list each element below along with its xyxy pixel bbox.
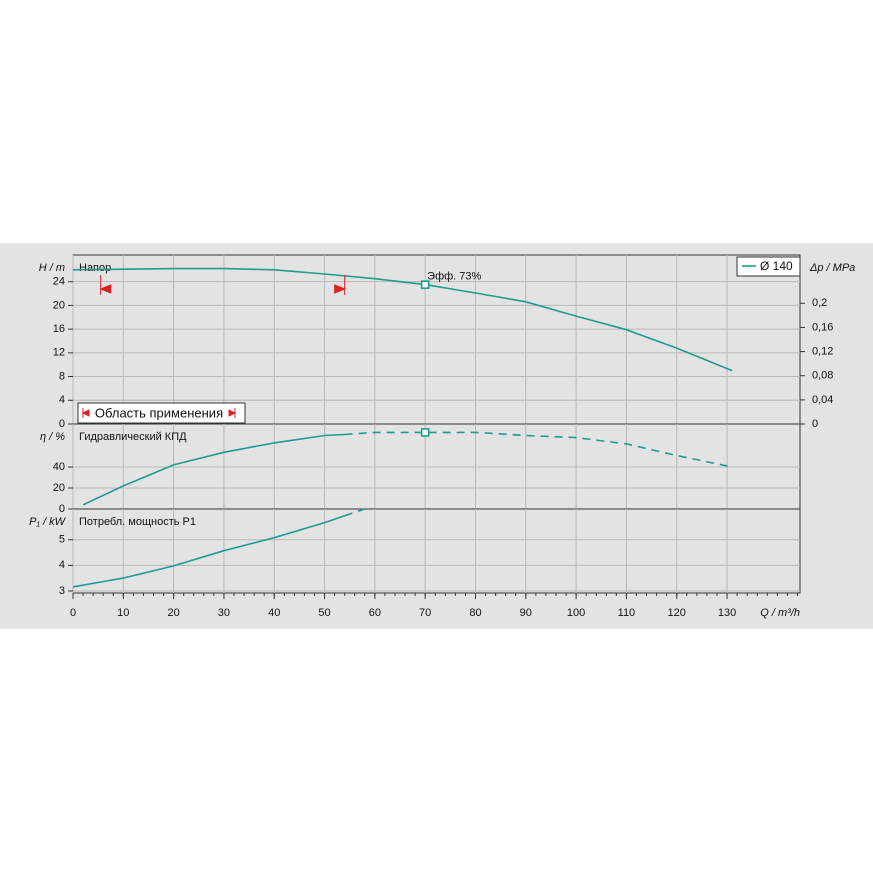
duty-point — [420, 428, 430, 437]
x-tick-label: 80 — [469, 607, 481, 619]
y-tick-label: 20 — [53, 299, 65, 311]
y-tick-label: 20 — [53, 482, 65, 494]
y2-tick-label: 0,04 — [812, 394, 833, 406]
x-tick-label: 110 — [618, 607, 636, 619]
range-label: Область применения — [95, 405, 223, 420]
y-tick-label: 0 — [59, 418, 65, 430]
range-marker — [334, 275, 347, 295]
x-tick-label: 90 — [520, 607, 532, 619]
y-tick-label: 0 — [59, 503, 65, 515]
y-tick-label: 40 — [53, 461, 65, 473]
range-box-arrows — [81, 408, 237, 418]
x-tick-label: 50 — [318, 607, 330, 619]
y-tick-label: 16 — [53, 323, 65, 335]
y-axis-label: H / m — [39, 262, 65, 274]
y-axis-label: P₁ / kW — [29, 516, 66, 528]
y-tick-label: 5 — [59, 534, 65, 546]
y-tick-label: 4 — [59, 559, 65, 571]
y-axis-label: η / % — [40, 431, 65, 443]
duty-point-label: Эфф. 73% — [427, 271, 481, 283]
y2-tick-label: 0,08 — [812, 370, 833, 382]
curve — [344, 508, 366, 517]
panel-title: Напор — [79, 262, 111, 274]
y2-tick-label: 0,16 — [812, 321, 833, 333]
duty-point — [420, 280, 430, 289]
y2-tick-label: 0,2 — [812, 297, 827, 309]
curve — [72, 267, 733, 372]
range-box — [77, 402, 246, 424]
panel-title: Гидравлический КПД — [79, 431, 187, 443]
y-tick-label: 24 — [53, 276, 65, 288]
curve — [82, 433, 345, 506]
y-tick-label: 12 — [53, 347, 65, 359]
y-tick-label: 3 — [59, 585, 65, 597]
y2-axis-label: Δp / MPa — [809, 262, 855, 274]
y-tick-label: 8 — [59, 370, 65, 382]
x-tick-label: 10 — [117, 607, 129, 619]
y-tick-label: 4 — [59, 394, 65, 406]
x-tick-label: 30 — [218, 607, 230, 619]
x-tick-label: 70 — [419, 607, 431, 619]
x-tick-label: 40 — [268, 607, 280, 619]
x-tick-label: 130 — [718, 607, 736, 619]
legend-box — [736, 256, 801, 277]
range-marker — [99, 275, 112, 295]
curve — [72, 514, 345, 588]
x-tick-label: 100 — [567, 607, 585, 619]
y2-tick-label: 0,12 — [812, 345, 833, 357]
x-tick-label: 0 — [70, 607, 76, 619]
panel-title: Потребл. мощность P1 — [79, 516, 196, 528]
x-tick-label: 60 — [369, 607, 381, 619]
y2-tick-label: 0 — [812, 418, 818, 430]
curve — [344, 431, 733, 468]
x-axis-label: Q / m³/h — [760, 607, 800, 619]
x-tick-label: 20 — [167, 607, 179, 619]
x-tick-label: 120 — [668, 607, 686, 619]
legend-label: Ø 140 — [760, 259, 793, 273]
